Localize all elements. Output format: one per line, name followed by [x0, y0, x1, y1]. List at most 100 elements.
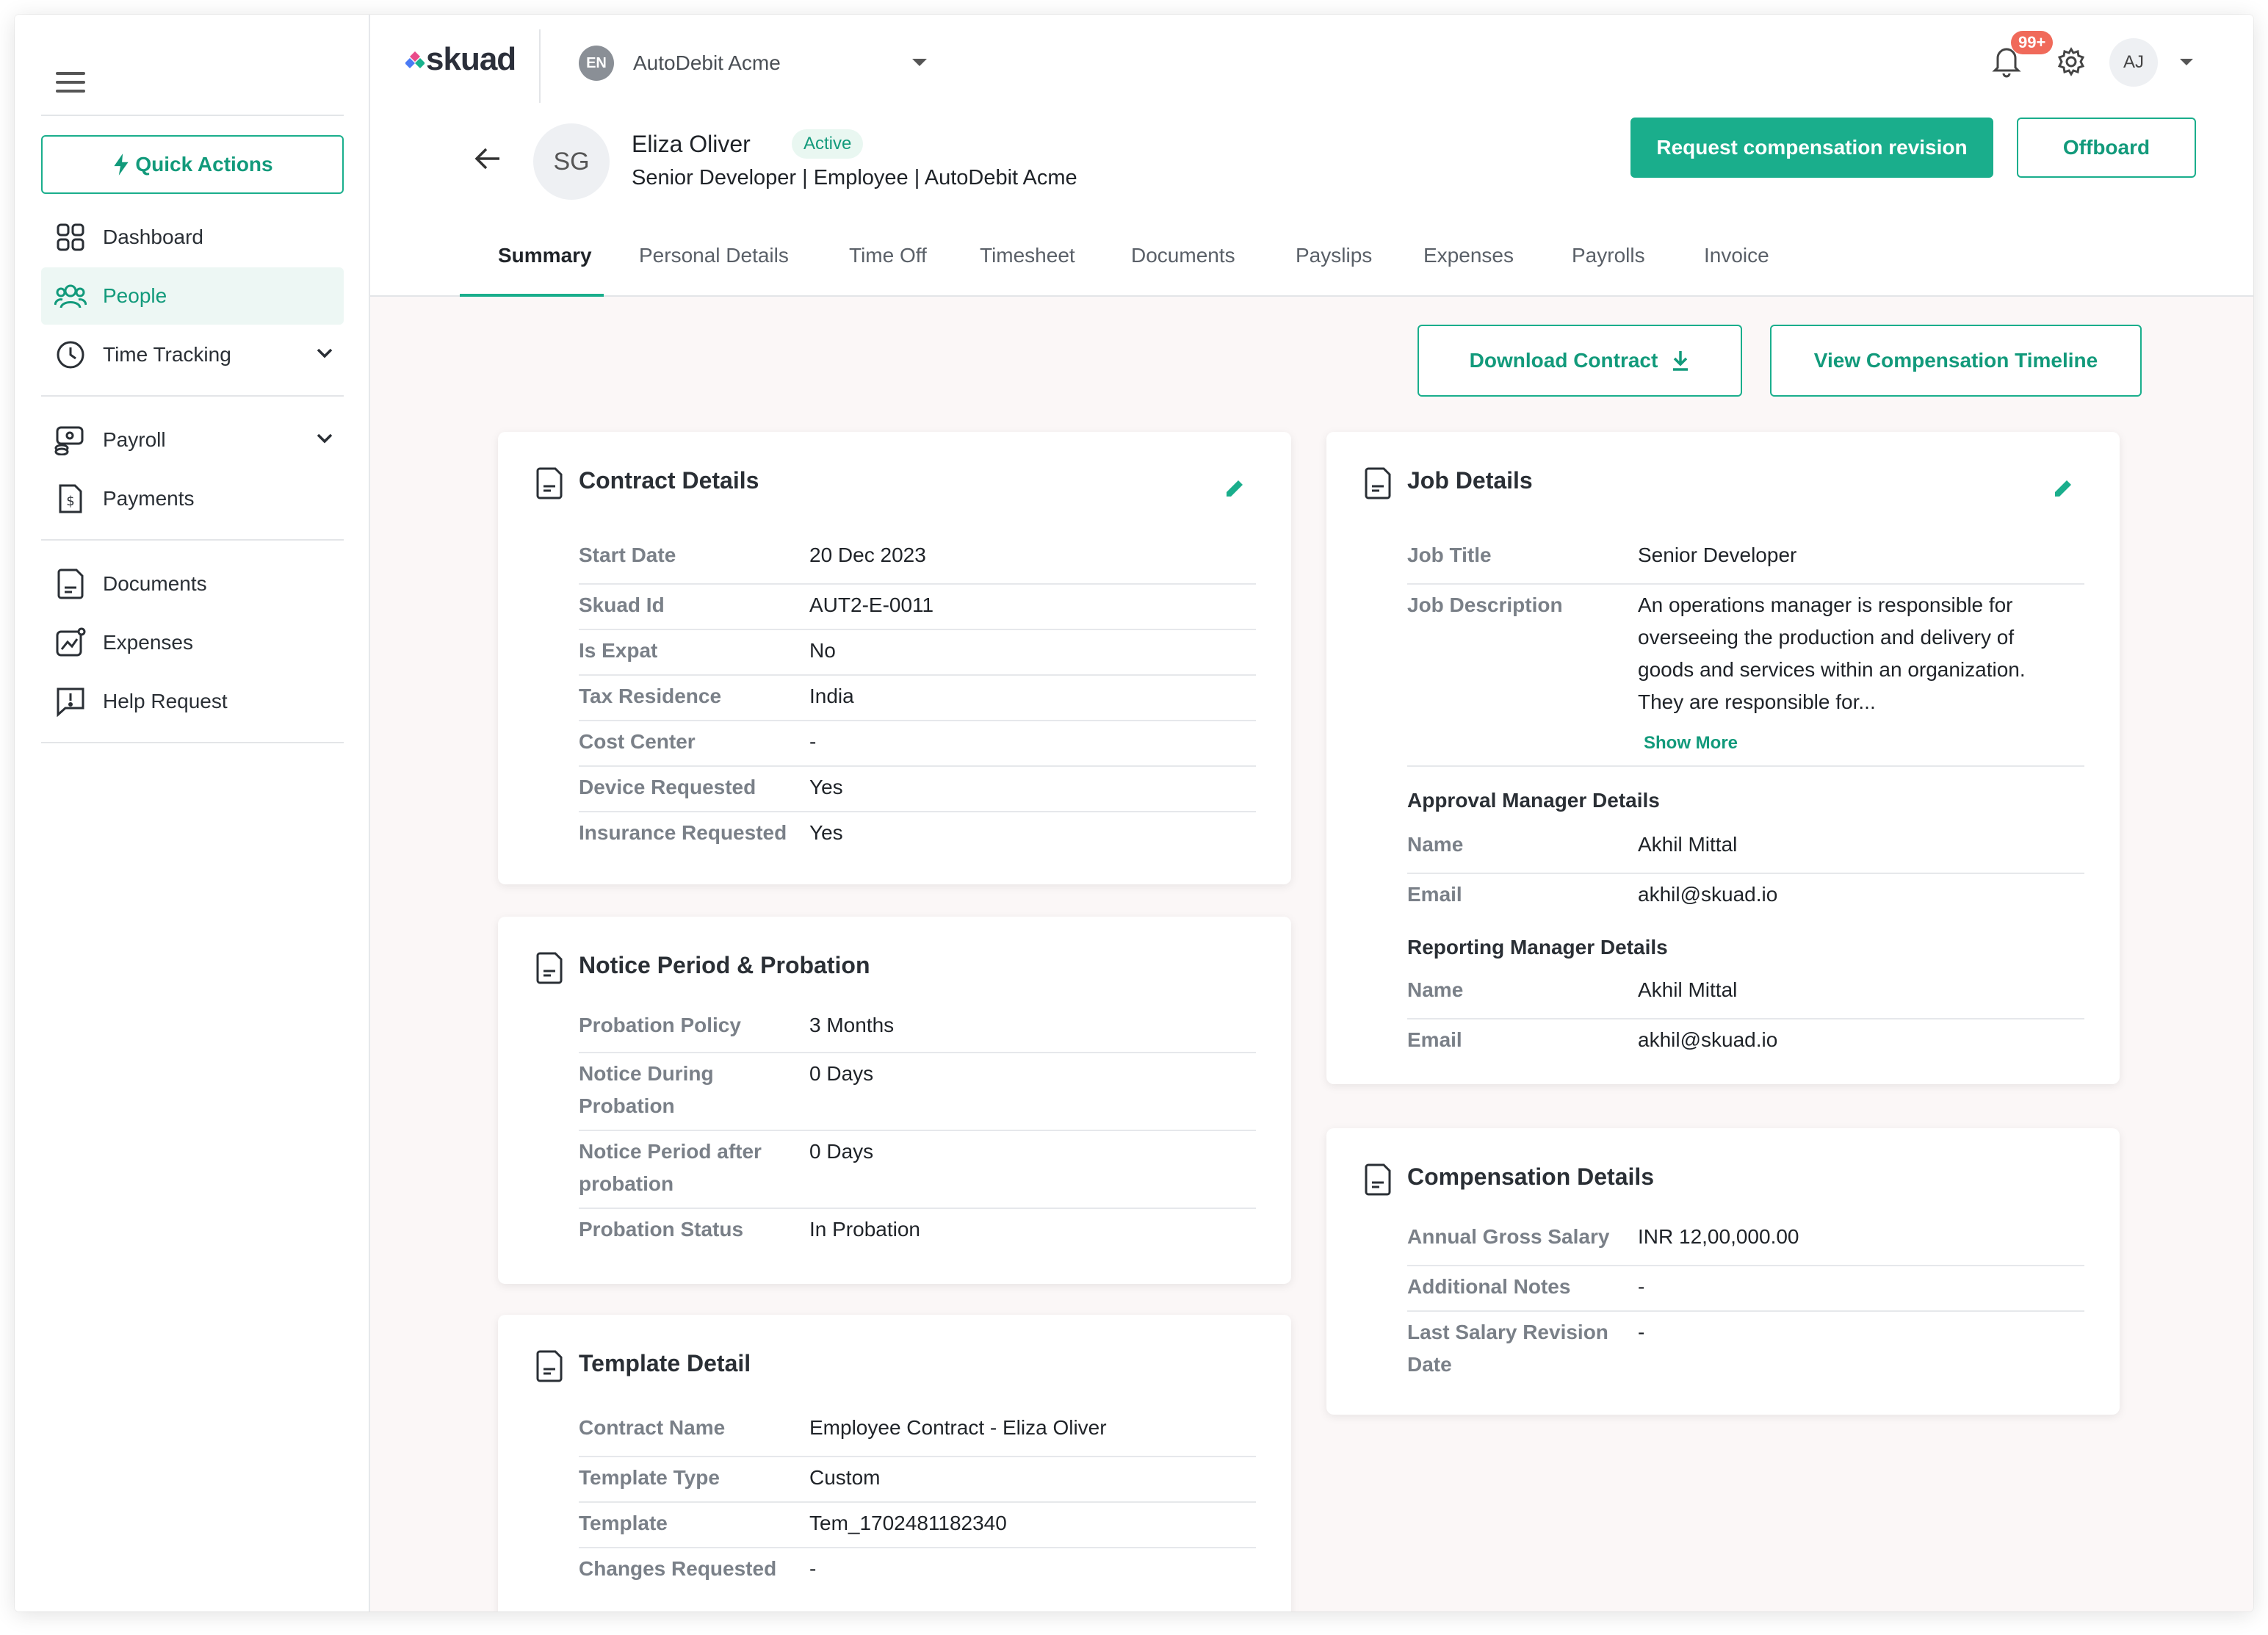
job-description-text: An operations manager is responsible for…: [1638, 593, 2026, 713]
tab-time-off[interactable]: Time Off: [849, 244, 927, 267]
row-label: Probation Status: [579, 1218, 744, 1241]
divider: [41, 539, 344, 541]
clock-icon: [54, 339, 87, 371]
user-avatar[interactable]: AJ: [2109, 38, 2158, 87]
row-value: India: [809, 685, 854, 707]
sidebar-item-expenses[interactable]: Expenses: [41, 614, 344, 671]
row-value: INR 12,00,000.00: [1638, 1225, 1799, 1248]
caret-down-icon[interactable]: [911, 57, 928, 68]
row-value: 0 Days: [809, 1140, 874, 1163]
detail-row: Notice Period after probation 0 Days: [579, 1131, 1256, 1209]
row-label: Notice During Probation: [579, 1062, 714, 1117]
detail-row: Job Description An operations manager is…: [1407, 585, 2084, 767]
skuad-logo-icon: [405, 51, 425, 68]
row-value: Senior Developer: [1638, 544, 1797, 566]
gear-icon[interactable]: [2056, 47, 2086, 76]
detail-row: Tax Residence India: [579, 676, 1256, 721]
tab-invoice[interactable]: Invoice: [1704, 244, 1769, 267]
tab-payrolls[interactable]: Payrolls: [1572, 244, 1645, 267]
row-label: Tax Residence: [579, 685, 722, 707]
employee-avatar: SG: [533, 123, 610, 200]
detail-row: Start Date 20 Dec 2023: [579, 539, 1256, 585]
row-label: Notice Period after probation: [579, 1140, 762, 1195]
card-title: Contract Details: [579, 467, 759, 494]
download-icon: [1673, 351, 1689, 371]
document-icon: [1365, 467, 1391, 499]
row-label: Cost Center: [579, 730, 696, 753]
edit-pencil-icon[interactable]: [2052, 477, 2074, 499]
sidebar-item-payroll[interactable]: Payroll: [41, 411, 344, 469]
row-value: Employee Contract - Eliza Oliver: [809, 1416, 1107, 1439]
status-badge: Active: [792, 129, 864, 159]
tab-timesheet[interactable]: Timesheet: [980, 244, 1075, 267]
employee-name: Eliza Oliver: [632, 131, 751, 157]
row-value: 3 Months: [809, 1014, 895, 1036]
offboard-button[interactable]: Offboard: [2017, 118, 2196, 178]
sidebar-item-label: Expenses: [103, 631, 193, 654]
row-label: Name: [1407, 833, 1464, 856]
row-label: Skuad Id: [579, 593, 665, 616]
document-icon: [54, 568, 87, 600]
detail-row: Device Requested Yes: [579, 767, 1256, 812]
row-label: Changes Requested: [579, 1557, 777, 1580]
detail-row: Contract Name Employee Contract - Eliza O…: [579, 1412, 1256, 1457]
sidebar-item-dashboard[interactable]: Dashboard: [41, 209, 344, 266]
detail-row: Cost Center -: [579, 721, 1256, 767]
bell-icon[interactable]: [1992, 44, 2021, 78]
menu-icon[interactable]: [56, 72, 85, 94]
org-selector[interactable]: AutoDebit Acme: [633, 51, 781, 74]
logo[interactable]: skuad: [405, 41, 516, 78]
detail-row: Name Akhil Mittal: [1407, 829, 2084, 874]
notice-period-card: Notice Period & Probation Probation Poli…: [498, 917, 1291, 1284]
row-label: Name: [1407, 978, 1464, 1001]
tab-personal-details[interactable]: Personal Details: [639, 244, 789, 267]
sidebar-item-help-request[interactable]: Help Request: [41, 673, 344, 730]
document-icon: [536, 952, 563, 984]
detail-row: Template Type Custom: [579, 1457, 1256, 1503]
detail-row: Job Title Senior Developer: [1407, 539, 2084, 585]
sidebar-item-people[interactable]: People: [41, 267, 344, 325]
divider: [41, 115, 344, 116]
row-value: No: [809, 639, 836, 662]
org-badge: EN: [579, 46, 614, 81]
tab-payslips[interactable]: Payslips: [1296, 244, 1373, 267]
card-title: Compensation Details: [1407, 1163, 1655, 1190]
row-value: Custom: [809, 1466, 881, 1489]
sidebar-item-payments[interactable]: $ Payments: [41, 470, 344, 527]
row-value: Yes: [809, 821, 843, 844]
job-description: An operations manager is responsible for…: [1638, 589, 2070, 759]
detail-row: Additional Notes -: [1407, 1266, 2084, 1312]
request-compensation-revision-button[interactable]: Request compensation revision: [1630, 118, 1993, 178]
row-label: Last Salary Revision Date: [1407, 1321, 1608, 1376]
view-compensation-timeline-button[interactable]: View Compensation Timeline: [1770, 325, 2142, 397]
tab-summary[interactable]: Summary: [498, 244, 592, 267]
sidebar-item-label: Time Tracking: [103, 343, 231, 366]
show-more-link[interactable]: Show More: [1644, 733, 1738, 753]
row-value: -: [809, 1557, 817, 1580]
approval-manager-heading: Approval Manager Details: [1407, 789, 1660, 812]
tab-bar: Summary Personal Details Time Off Timesh…: [370, 213, 2253, 297]
chevron-down-icon[interactable]: [314, 342, 335, 363]
sidebar-item-documents[interactable]: Documents: [41, 555, 344, 613]
back-arrow-icon[interactable]: [473, 144, 502, 173]
row-label: Job Title: [1407, 544, 1492, 566]
detail-row: Email akhil@skuad.io: [1407, 874, 2084, 920]
card-title: Template Detail: [579, 1350, 751, 1376]
chevron-down-icon[interactable]: [314, 427, 335, 448]
quick-actions-button[interactable]: Quick Actions: [41, 135, 344, 194]
tab-expenses[interactable]: Expenses: [1423, 244, 1514, 267]
sidebar: Quick Actions Dashboard People Time Trac…: [15, 15, 370, 1611]
download-contract-button[interactable]: Download Contract: [1418, 325, 1742, 397]
detail-row: Changes Requested -: [579, 1548, 1256, 1594]
sidebar-item-label: Help Request: [103, 690, 228, 712]
row-label: Email: [1407, 883, 1462, 906]
caret-down-icon[interactable]: [2178, 57, 2195, 66]
expenses-icon: [54, 627, 87, 659]
payments-icon: $: [54, 483, 87, 515]
row-value: -: [1638, 1275, 1645, 1298]
sidebar-item-time-tracking[interactable]: Time Tracking: [41, 326, 344, 383]
edit-pencil-icon[interactable]: [1224, 477, 1246, 499]
detail-row: Name Akhil Mittal: [1407, 974, 2084, 1019]
top-bar: skuad EN AutoDebit Acme 99+ AJ: [370, 15, 2253, 110]
tab-documents[interactable]: Documents: [1131, 244, 1235, 267]
